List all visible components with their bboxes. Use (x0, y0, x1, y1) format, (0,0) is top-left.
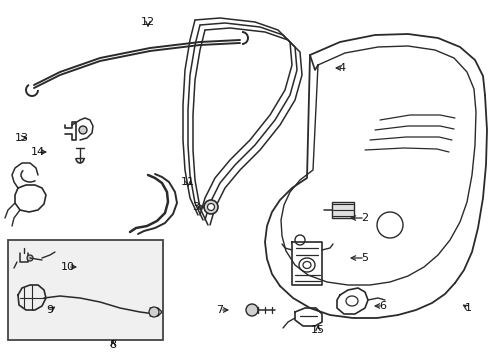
Text: 3: 3 (192, 202, 199, 212)
Text: 6: 6 (379, 301, 386, 311)
Text: 11: 11 (181, 177, 195, 187)
Text: 8: 8 (109, 340, 116, 350)
Text: 9: 9 (46, 305, 54, 315)
Text: 14: 14 (31, 147, 45, 157)
Circle shape (27, 255, 33, 261)
Text: 15: 15 (310, 325, 325, 335)
Text: 13: 13 (15, 133, 29, 143)
FancyBboxPatch shape (8, 240, 163, 340)
Circle shape (245, 304, 258, 316)
Circle shape (203, 200, 218, 214)
Text: 4: 4 (338, 63, 345, 73)
Text: 10: 10 (61, 262, 75, 272)
Text: 12: 12 (141, 17, 155, 27)
Bar (331, 202, 353, 218)
Circle shape (294, 235, 305, 245)
Circle shape (149, 307, 159, 317)
Text: 1: 1 (464, 303, 470, 313)
Circle shape (376, 212, 402, 238)
Text: 7: 7 (216, 305, 223, 315)
Circle shape (207, 203, 214, 211)
Text: 2: 2 (361, 213, 368, 223)
Circle shape (79, 126, 87, 134)
Text: 5: 5 (361, 253, 368, 263)
